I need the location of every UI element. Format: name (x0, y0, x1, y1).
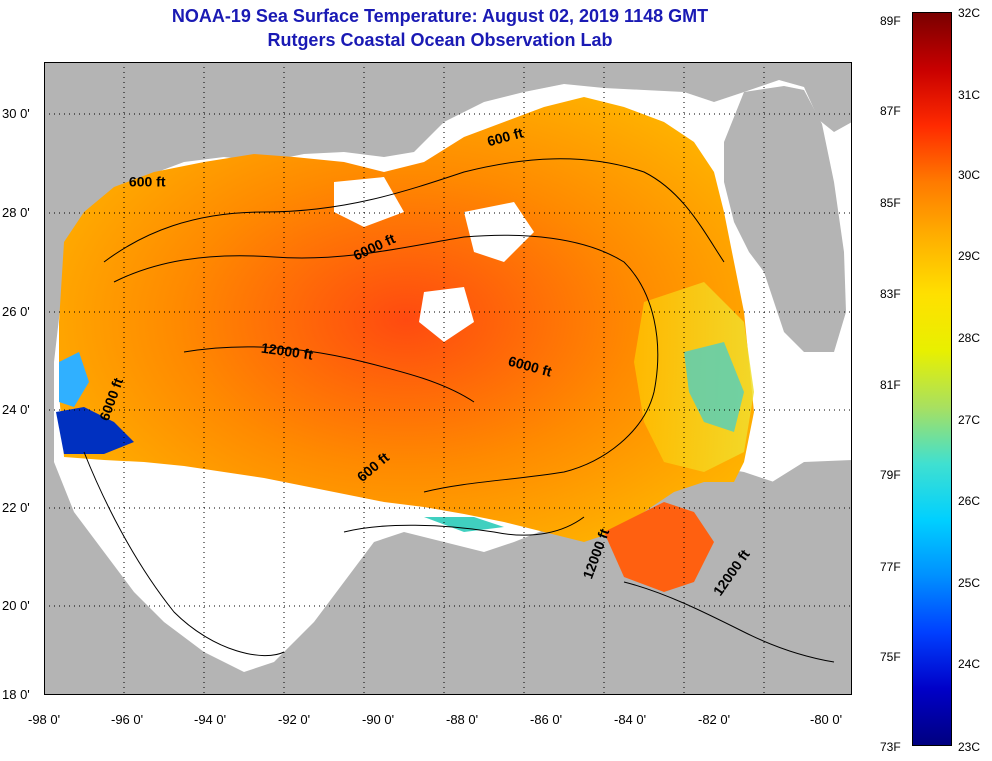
colorbar-f-label: 89F (880, 14, 901, 28)
lat-tick: 24 0' (2, 402, 30, 417)
colorbar-f-label: 85F (880, 196, 901, 210)
lon-tick: -84 0' (614, 712, 647, 727)
lon-tick: -80 0' (810, 712, 843, 727)
contour-12000ft-east (623, 581, 835, 663)
lon-tick: -82 0' (698, 712, 731, 727)
colorbar-f-label: 87F (880, 104, 901, 118)
sst-yucatan-patch (604, 502, 714, 592)
sst-main-swath (59, 97, 754, 542)
lon-tick: -96 0' (111, 712, 144, 727)
sst-no-data-patch-2 (334, 177, 404, 227)
lat-tick: 22 0' (2, 500, 30, 515)
lat-tick: 30 0' (2, 106, 30, 121)
contour-600ft-north (103, 158, 725, 263)
lon-tick: -98 0' (28, 712, 61, 727)
chart-subtitle: Rutgers Coastal Ocean Observation Lab (267, 30, 613, 50)
colorbar-c-label: 32C (958, 6, 981, 20)
sst-cold-patch-west (56, 407, 134, 454)
graticule (44, 62, 852, 695)
colorbar-c-label: 24C (958, 657, 981, 671)
land-florida (724, 86, 846, 352)
sst-cool-patch-west (59, 352, 89, 407)
contour-600ft-yucatan (343, 516, 585, 536)
colorbar-f-label: 77F (880, 560, 901, 574)
lon-tick: -92 0' (278, 712, 311, 727)
chart-title: NOAA-19 Sea Surface Temperature: August … (171, 6, 709, 26)
lat-tick: 26 0' (2, 304, 30, 319)
lat-tick: 18 0' (2, 687, 30, 702)
sst-no-data-patch-1 (464, 202, 534, 262)
colorbar-c-label: 29C (958, 249, 981, 263)
lat-tick: 20 0' (2, 598, 30, 613)
lon-tick: -94 0' (194, 712, 227, 727)
colorbar-c-label: 23C (958, 740, 981, 754)
map-border (44, 62, 852, 695)
colorbar-f-label: 83F (880, 287, 901, 301)
colorbar-c-label: 27C (958, 413, 981, 427)
contour-600ft-south (83, 451, 285, 657)
lon-tick: -86 0' (530, 712, 563, 727)
colorbar-f-label: 79F (880, 468, 901, 482)
bathymetry-contours (83, 158, 835, 663)
colorbar-c-label: 30C (958, 168, 981, 182)
land-cuba (684, 467, 852, 532)
colorbar-c-label: 28C (958, 331, 981, 345)
colorbar-f-label: 81F (880, 378, 901, 392)
sst-coverage (56, 97, 754, 592)
temperature-colorbar (912, 12, 952, 746)
lon-tick: -88 0' (446, 712, 479, 727)
sst-cool-patch-south (424, 517, 504, 532)
contour-6000ft (113, 234, 659, 493)
colorbar-f-label: 73F (880, 740, 901, 754)
contour-label: 12000 ft (260, 340, 314, 363)
colorbar-c-label: 25C (958, 576, 981, 590)
sst-no-data-patch-3 (419, 287, 474, 342)
colorbar-f-label: 75F (880, 650, 901, 664)
contour-label: 600 ft (129, 174, 166, 190)
contour-12000ft (183, 346, 475, 403)
colorbar-c-label: 31C (958, 88, 981, 102)
lat-tick: 28 0' (2, 205, 30, 220)
lon-tick: -90 0' (362, 712, 395, 727)
colorbar-c-label: 26C (958, 494, 981, 508)
